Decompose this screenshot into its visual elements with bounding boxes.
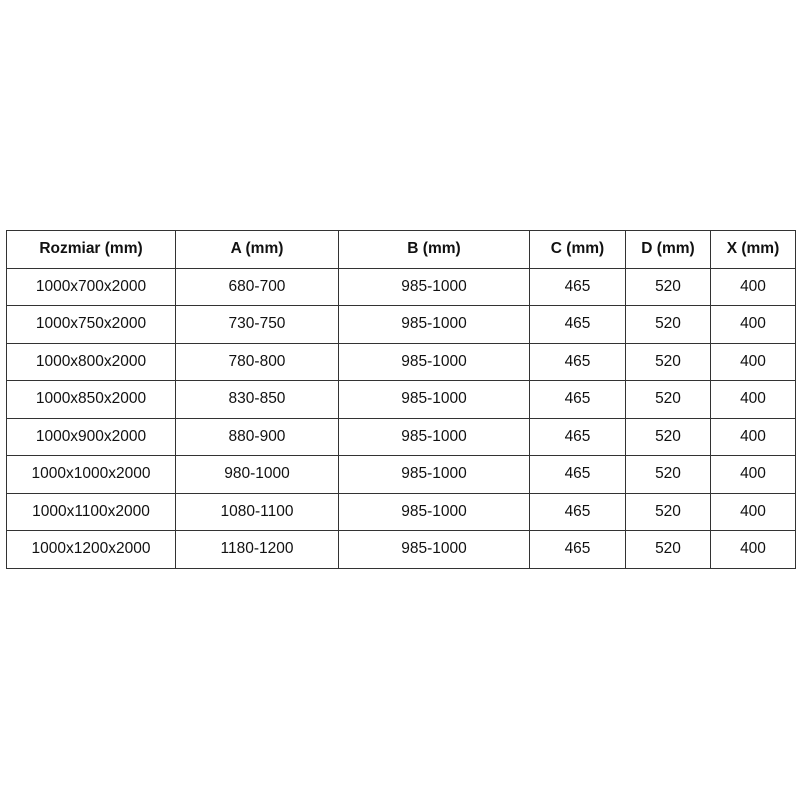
dimensions-table: Rozmiar (mm) A (mm) B (mm) C (mm) D (mm)… bbox=[6, 230, 796, 569]
table-cell: 985-1000 bbox=[338, 267, 530, 306]
table-cell: 465 bbox=[529, 380, 626, 419]
table-cell: 465 bbox=[529, 455, 626, 494]
table-cell: 985-1000 bbox=[338, 417, 530, 456]
table-cell: 1000x1100x2000 bbox=[6, 492, 176, 531]
header-row: Rozmiar (mm) A (mm) B (mm) C (mm) D (mm)… bbox=[6, 230, 796, 269]
header-cell: Rozmiar (mm) bbox=[6, 230, 176, 269]
table-row: 1000x750x2000 730-750 985-1000 465 520 400 bbox=[6, 305, 796, 344]
table-row: 1000x1100x2000 1080-1100 985-1000 465 520 400 bbox=[6, 492, 796, 531]
table-cell: 985-1000 bbox=[338, 530, 530, 569]
table-cell: 400 bbox=[710, 267, 796, 306]
table-row: 1000x900x2000 880-900 985-1000 465 520 400 bbox=[6, 417, 796, 456]
table-cell: 1000x1000x2000 bbox=[6, 455, 176, 494]
header-cell: D (mm) bbox=[625, 230, 711, 269]
table-cell: 985-1000 bbox=[338, 492, 530, 531]
table-cell: 980-1000 bbox=[175, 455, 339, 494]
table-cell: 1000x750x2000 bbox=[6, 305, 176, 344]
table-cell: 465 bbox=[529, 342, 626, 381]
table-cell: 465 bbox=[529, 305, 626, 344]
table-cell: 520 bbox=[625, 342, 711, 381]
table-cell: 1000x700x2000 bbox=[6, 267, 176, 306]
table-cell: 465 bbox=[529, 492, 626, 531]
table-cell: 400 bbox=[710, 417, 796, 456]
table-cell: 520 bbox=[625, 305, 711, 344]
table-cell: 520 bbox=[625, 380, 711, 419]
table-row: 1000x850x2000 830-850 985-1000 465 520 400 bbox=[6, 380, 796, 419]
table-cell: 520 bbox=[625, 492, 711, 531]
table-cell: 985-1000 bbox=[338, 455, 530, 494]
table-cell: 1080-1100 bbox=[175, 492, 339, 531]
header-cell: A (mm) bbox=[175, 230, 339, 269]
table-cell: 400 bbox=[710, 530, 796, 569]
table-cell: 520 bbox=[625, 417, 711, 456]
table-cell: 880-900 bbox=[175, 417, 339, 456]
table-cell: 985-1000 bbox=[338, 305, 530, 344]
table-cell: 985-1000 bbox=[338, 380, 530, 419]
table-cell: 520 bbox=[625, 530, 711, 569]
table-cell: 465 bbox=[529, 267, 626, 306]
table-cell: 1000x850x2000 bbox=[6, 380, 176, 419]
table-cell: 985-1000 bbox=[338, 342, 530, 381]
table-cell: 400 bbox=[710, 305, 796, 344]
table-cell: 520 bbox=[625, 455, 711, 494]
table-cell: 1180-1200 bbox=[175, 530, 339, 569]
header-cell: C (mm) bbox=[529, 230, 626, 269]
table-row: 1000x700x2000 680-700 985-1000 465 520 400 bbox=[6, 267, 796, 306]
table-cell: 400 bbox=[710, 492, 796, 531]
table-cell: 400 bbox=[710, 455, 796, 494]
header-cell: X (mm) bbox=[710, 230, 796, 269]
table-cell: 680-700 bbox=[175, 267, 339, 306]
table-cell: 730-750 bbox=[175, 305, 339, 344]
table-cell: 400 bbox=[710, 342, 796, 381]
table-cell: 400 bbox=[710, 380, 796, 419]
table-cell: 465 bbox=[529, 417, 626, 456]
table-cell: 780-800 bbox=[175, 342, 339, 381]
table-cell: 465 bbox=[529, 530, 626, 569]
header-cell: B (mm) bbox=[338, 230, 530, 269]
table-cell: 830-850 bbox=[175, 380, 339, 419]
table-row: 1000x1000x2000 980-1000 985-1000 465 520 400 bbox=[6, 455, 796, 494]
table-row: 1000x800x2000 780-800 985-1000 465 520 400 bbox=[6, 342, 796, 381]
table-cell: 520 bbox=[625, 267, 711, 306]
table-cell: 1000x800x2000 bbox=[6, 342, 176, 381]
table-row: 1000x1200x2000 1180-1200 985-1000 465 520 400 bbox=[6, 530, 796, 569]
table-cell: 1000x900x2000 bbox=[6, 417, 176, 456]
table-cell: 1000x1200x2000 bbox=[6, 530, 176, 569]
